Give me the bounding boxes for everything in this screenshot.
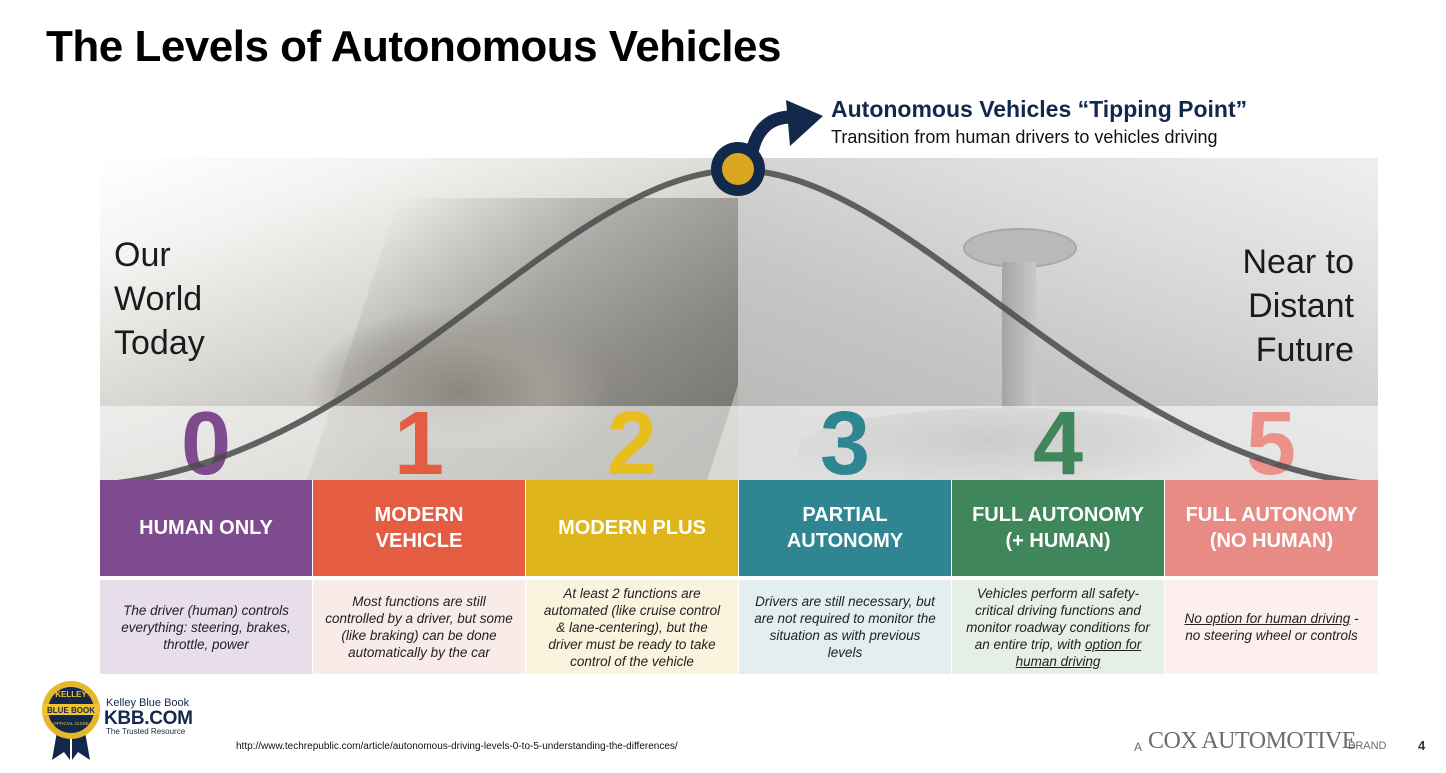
level-3-header: PARTIAL AUTONOMY (739, 480, 951, 576)
page-number: 4 (1418, 738, 1426, 753)
source-url: http://www.techrepublic.com/article/auto… (236, 741, 678, 752)
badge-bottom-text: OFFICIAL GUIDE (53, 721, 89, 726)
level-1-number: 1 (393, 394, 445, 494)
kbb-badge-logo: KELLEY BLUE BOOK OFFICIAL GUIDE (42, 681, 100, 760)
page-title: The Levels of Autonomous Vehicles (46, 22, 781, 71)
level-2-title-line-1: MODERN PLUS (558, 517, 706, 539)
level-5-title-line-1: FULL AUTONOMY (1185, 504, 1358, 526)
level-5-title-line-2: (NO HUMAN) (1209, 530, 1334, 552)
level-2-number: 2 (606, 394, 658, 494)
badge-banner (43, 704, 99, 715)
level-0-description: The driver (human) controls everything: … (100, 580, 312, 674)
level-5-desc-part-2: - no steering wheel or controls (1185, 611, 1359, 643)
level-0-desc-part-1: The driver (human) controls everything: … (121, 602, 291, 652)
level-4-title-line-2: (+ HUMAN) (1005, 530, 1111, 552)
badge-mid-text: BLUE BOOK (47, 706, 95, 715)
level-4-title-line-1: FULL AUTONOMY (972, 504, 1144, 526)
no-option-for-human-driving-text: No option for human driving (1184, 611, 1351, 626)
level-4-description-text: Vehicles perform all safety-critical dri… (964, 585, 1152, 670)
kbb-wordmark: KBB.COM (104, 708, 193, 729)
level-3-description: Drivers are still necessary, but are not… (739, 580, 951, 674)
level-5-description: No option for human driving - no steerin… (1165, 580, 1378, 674)
level-2-header: MODERN PLUS (526, 480, 738, 576)
level-1-title-line-2: VEHICLE (375, 530, 463, 552)
level-4-header: FULL AUTONOMY (+ HUMAN) (952, 480, 1164, 576)
level-1-description-text: Most functions are still controlled by a… (325, 593, 513, 661)
tipping-point-title: Autonomous Vehicles “Tipping Point” (831, 96, 1248, 122)
level-1-header: MODERN VEHICLE (313, 480, 525, 576)
level-4-desc-part-1: Vehicles perform all safety-critical dri… (966, 585, 1150, 652)
level-0-header: HUMAN ONLY (100, 480, 312, 576)
tipping-point-subtitle: Transition from human drivers to vehicle… (831, 127, 1218, 147)
level-1-desc-part-1: Most functions are still controlled by a… (325, 594, 513, 660)
level-0-number: 0 (180, 394, 232, 494)
level-1-title-line-1: MODERN (374, 504, 464, 526)
level-2-description-text: At least 2 functions are automated (like… (538, 585, 726, 670)
cox-automotive-logo: COX AUTOMOTIVE (1148, 728, 1356, 754)
level-0-description-text: The driver (human) controls everything: … (112, 602, 300, 653)
level-2-desc-part-1: At least 2 functions are automated (like… (543, 585, 721, 669)
tipping-arrow-head (786, 100, 823, 146)
level-3-number: 3 (819, 394, 871, 494)
level-2-description: At least 2 functions are automated (like… (526, 580, 738, 674)
level-0-title-line-1: HUMAN ONLY (139, 517, 273, 539)
level-5-description-text: No option for human driving - no steerin… (1177, 610, 1366, 644)
kbb-tagline: The Trusted Resource (106, 727, 186, 736)
our-world-today-label: Our World Today (114, 236, 205, 362)
level-3-title-line-1: PARTIAL (802, 504, 888, 526)
cox-prefix: A (1134, 740, 1143, 754)
tipping-arrow-stem (745, 110, 807, 159)
level-5-number: 5 (1245, 394, 1297, 494)
level-5-header: FULL AUTONOMY (NO HUMAN) (1165, 480, 1378, 576)
option-for-human-driving-text: option for human driving (1015, 636, 1142, 669)
level-1-description: Most functions are still controlled by a… (313, 580, 525, 674)
near-to-distant-future-label: Near to Distant Future (1242, 243, 1355, 369)
level-3-title-line-2: AUTONOMY (786, 530, 904, 552)
cox-suffix: BRAND (1348, 740, 1387, 752)
level-4-description: Vehicles perform all safety-critical dri… (952, 580, 1164, 674)
badge-top-text: KELLEY (55, 690, 87, 699)
level-3-desc-part-1: Drivers are still necessary, but are not… (754, 594, 936, 660)
kbb-small-label: Kelley Blue Book (106, 697, 190, 709)
level-4-number: 4 (1032, 394, 1084, 494)
level-3-description-text: Drivers are still necessary, but are not… (751, 593, 939, 661)
